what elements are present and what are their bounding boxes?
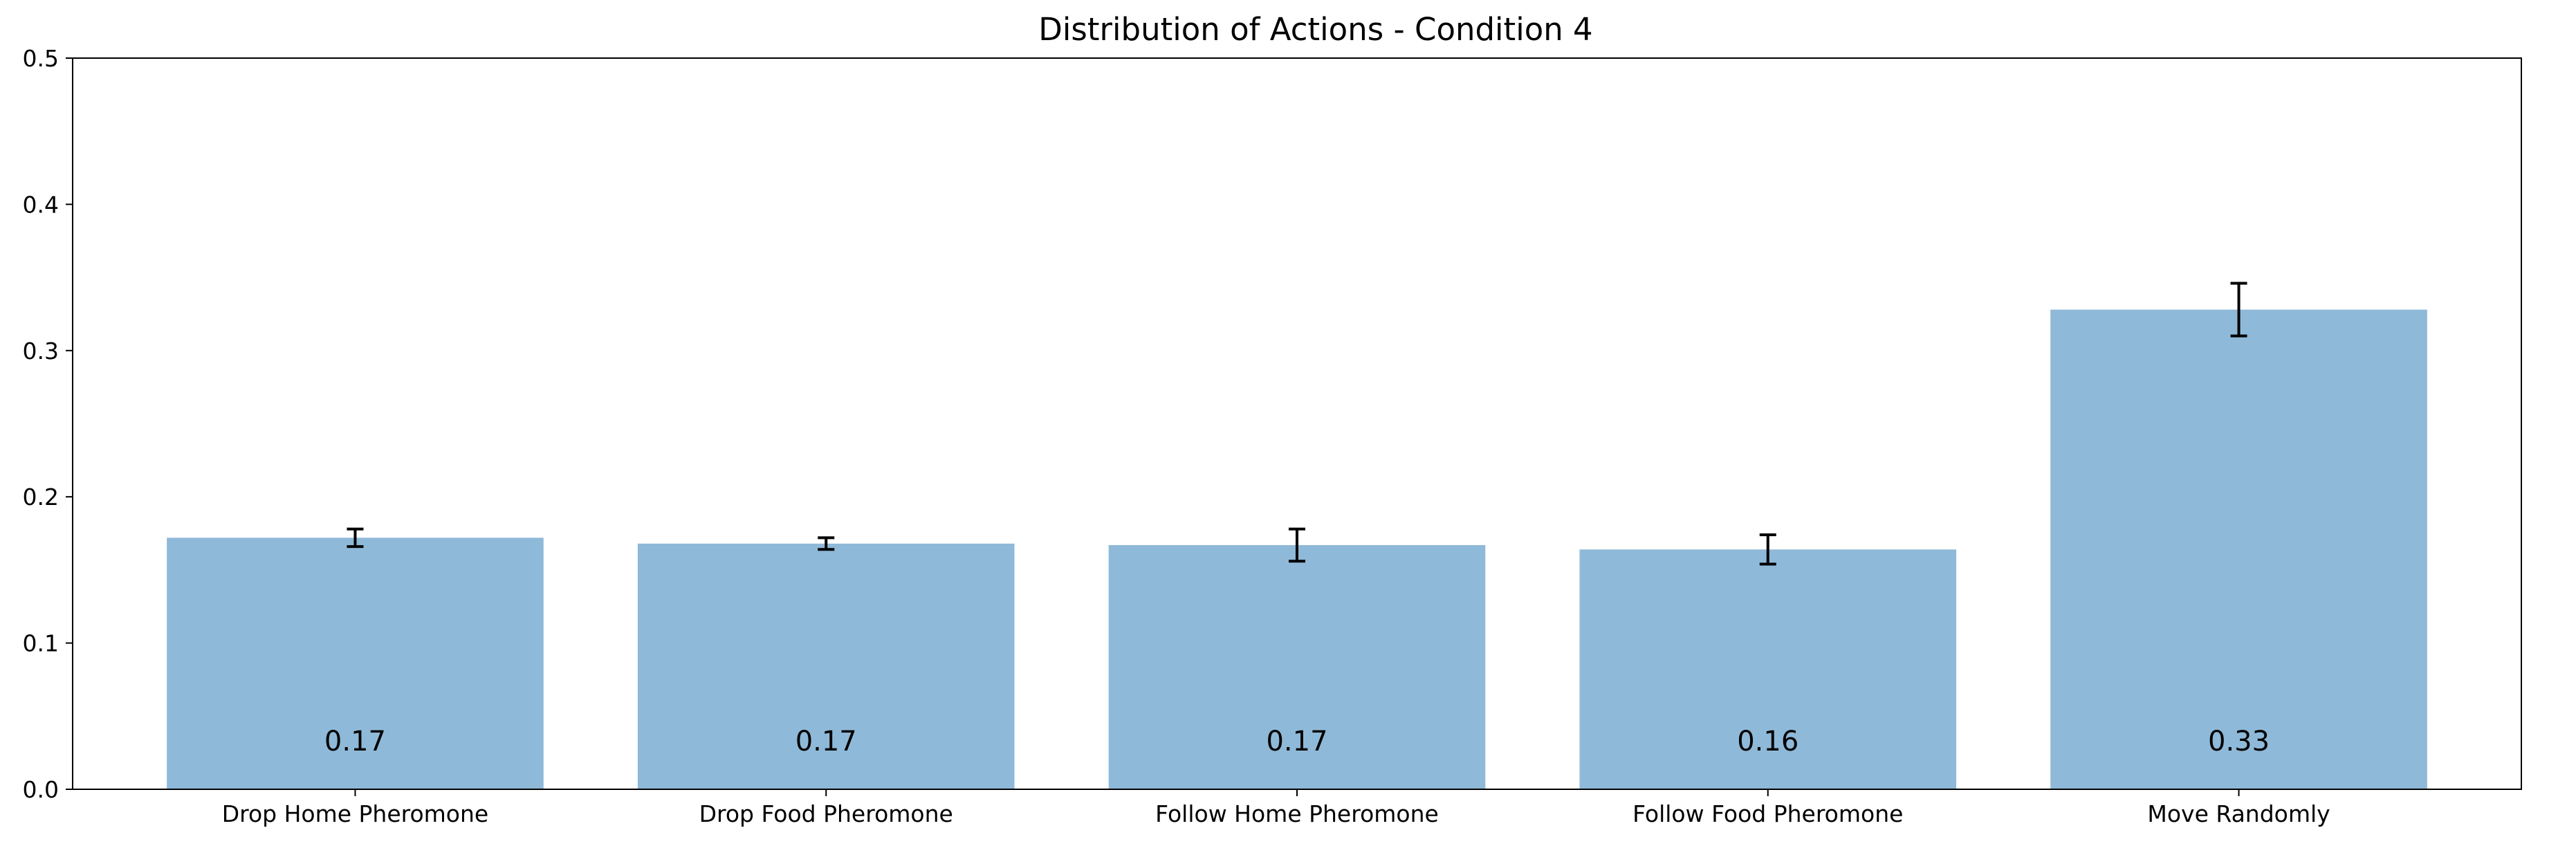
y-tick-label: 0.0 bbox=[23, 776, 59, 803]
x-tick-label: Follow Home Pheromone bbox=[1155, 800, 1439, 827]
bars-layer: 0.17 0.17 0.17 0.16 0.33 bbox=[167, 282, 2427, 789]
error-bar bbox=[818, 536, 835, 551]
data-label: 0.16 bbox=[1737, 726, 1798, 757]
y-tick-label: 0.5 bbox=[23, 45, 59, 72]
bar bbox=[167, 537, 544, 789]
axes-layer: Drop Home Pheromone Drop Food Pheromone Fo… bbox=[23, 45, 2522, 827]
data-label: 0.33 bbox=[2208, 726, 2270, 757]
x-tick-label: Drop Home Pheromone bbox=[222, 800, 489, 827]
bar bbox=[1108, 544, 1486, 789]
error-bar bbox=[2230, 282, 2247, 338]
bar bbox=[2050, 309, 2427, 789]
bar bbox=[1579, 549, 1957, 789]
y-tick-label: 0.2 bbox=[23, 484, 59, 511]
error-bar bbox=[1759, 533, 1776, 566]
data-label: 0.17 bbox=[324, 726, 386, 757]
y-tick-label: 0.1 bbox=[23, 630, 59, 657]
x-tick-label: Follow Food Pheromone bbox=[1632, 800, 1903, 827]
bar bbox=[637, 543, 1015, 789]
y-tick-label: 0.4 bbox=[23, 191, 59, 218]
data-label: 0.17 bbox=[1266, 726, 1327, 757]
y-tick-label: 0.3 bbox=[23, 338, 59, 365]
error-bar bbox=[1289, 527, 1305, 563]
x-tick-label: Move Randomly bbox=[2147, 800, 2330, 827]
x-tick-label: Drop Food Pheromone bbox=[699, 800, 953, 827]
data-label: 0.17 bbox=[795, 726, 857, 757]
chart-title: Distribution of Actions - Condition 4 bbox=[1038, 11, 1592, 48]
plot-frame bbox=[72, 57, 2522, 790]
error-bar bbox=[347, 527, 364, 549]
